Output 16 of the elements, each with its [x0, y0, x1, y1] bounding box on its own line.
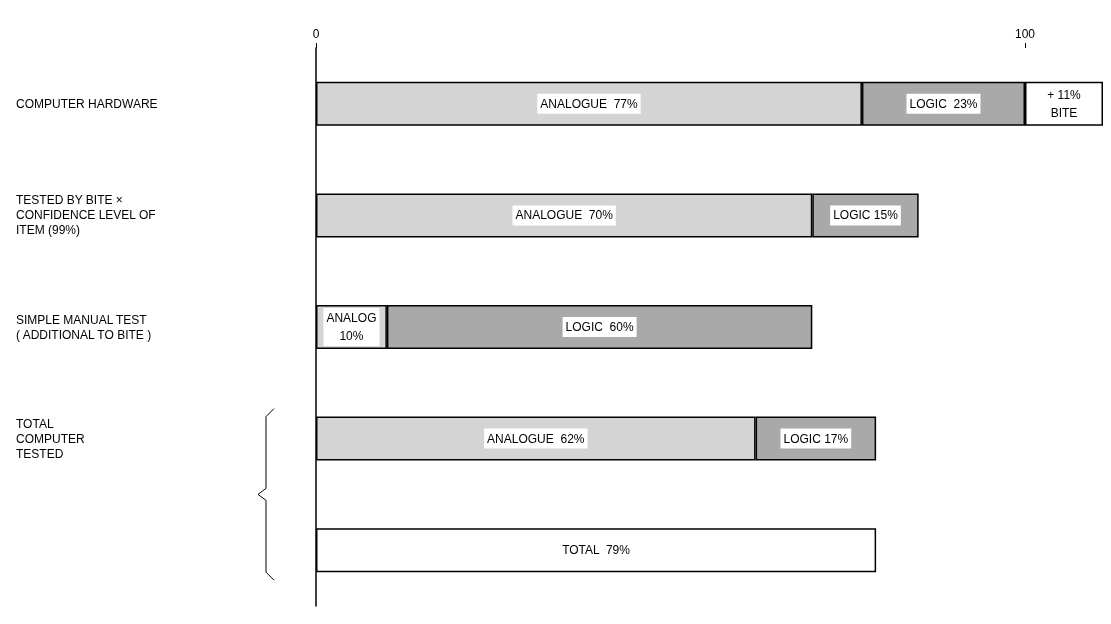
- data-label: LOGIC 23%: [909, 96, 978, 111]
- data-label: ANALOGUE 70%: [515, 208, 614, 223]
- data-label: TOTAL 79%: [562, 543, 631, 558]
- x2-tick-label: 0: [312, 27, 320, 41]
- x2-tick-label: 100: [1014, 27, 1036, 41]
- data-label: ANALOG 10%: [326, 311, 377, 343]
- data-label: + 11% BITE: [1047, 87, 1082, 120]
- y-tick-label: TESTED BY BITE × CONFIDENCE LEVEL OF ITEM (99%): [16, 193, 156, 238]
- data-label: LOGIC 60%: [565, 320, 634, 334]
- data-label: ANALOGUE 77%: [540, 96, 638, 111]
- data-label: LOGIC 17%: [783, 431, 849, 446]
- y-tick-label: SIMPLE MANUAL TEST ( ADDITIONAL TO BITE ): [16, 312, 152, 342]
- data-label: LOGIC 15%: [833, 208, 899, 223]
- data-label: ANALOGUE 62%: [487, 431, 585, 446]
- y-tick-label: TOTAL COMPUTER TESTED: [16, 416, 85, 461]
- y-tick-label: COMPUTER HARDWARE: [16, 96, 158, 111]
